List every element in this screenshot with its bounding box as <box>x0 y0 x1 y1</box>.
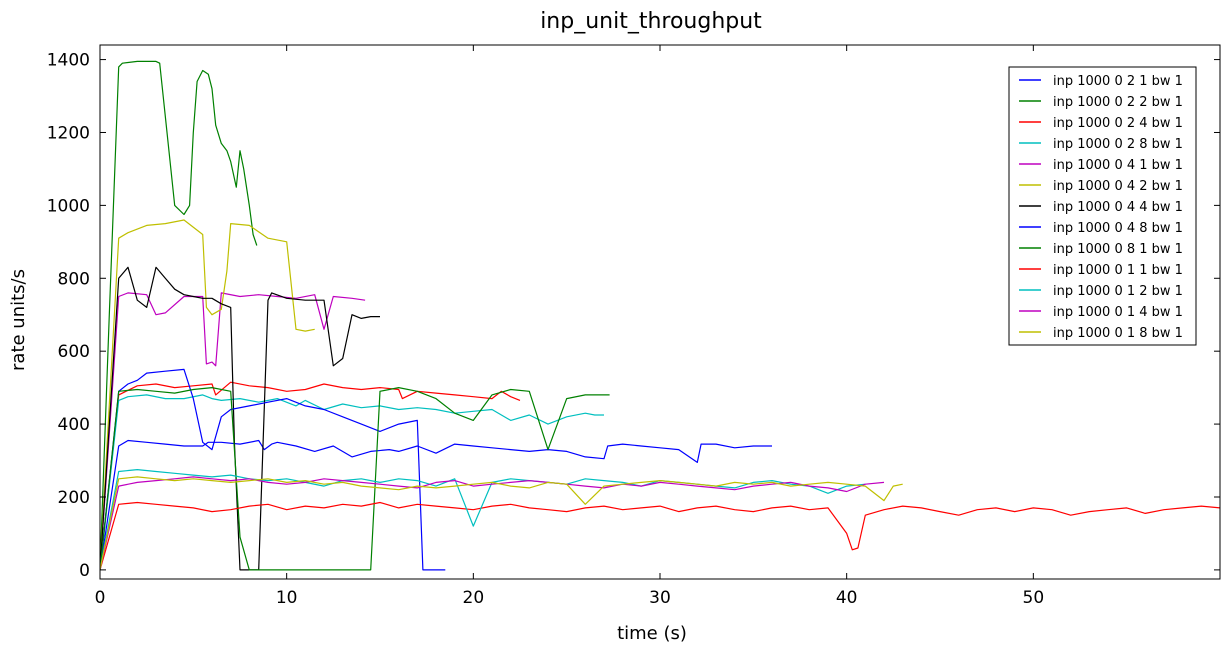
legend-item: inp 1000 0 1 2 bw 1 <box>1019 284 1183 299</box>
legend-label: inp 1000 0 1 1 bw 1 <box>1053 263 1183 278</box>
y-tick-label: 1200 <box>47 123 90 143</box>
legend-label: inp 1000 0 4 8 bw 1 <box>1053 221 1183 236</box>
legend: inp 1000 0 2 1 bw 1 inp 1000 0 2 2 bw 1 in… <box>1008 66 1197 346</box>
y-tick-label: 1000 <box>47 196 90 216</box>
legend-item: inp 1000 0 4 2 bw 1 <box>1019 179 1183 194</box>
series-line-4 <box>100 394 604 570</box>
series-line-9 <box>100 387 610 571</box>
plot-area: 0 10 20 30 40 50 0 200 400 600 800 1000 1200 1400 <box>47 44 1221 608</box>
y-axis-title: rate units/s <box>8 269 29 371</box>
x-tick-label: 50 <box>1023 588 1045 608</box>
x-tick-label: 10 <box>276 588 298 608</box>
x-tick-label: 0 <box>95 588 106 608</box>
legend-label: inp 1000 0 2 4 bw 1 <box>1053 116 1183 131</box>
y-tick-label: 600 <box>58 342 90 362</box>
legend-item: inp 1000 0 1 4 bw 1 <box>1019 305 1183 320</box>
y-tick-label: 0 <box>79 561 90 581</box>
legend-item: inp 1000 0 2 1 bw 1 <box>1019 74 1183 89</box>
series-line-8 <box>100 368 446 571</box>
legend-item: inp 1000 0 4 4 bw 1 <box>1019 200 1183 215</box>
series-line-2 <box>100 60 258 570</box>
series-line-7 <box>100 266 380 571</box>
legend-label: inp 1000 0 4 1 bw 1 <box>1053 158 1183 173</box>
series-line-11 <box>100 469 866 571</box>
series-line-13 <box>100 476 903 571</box>
series-line-3 <box>100 381 521 570</box>
legend-item: inp 1000 0 2 8 bw 1 <box>1019 137 1183 152</box>
legend-item: inp 1000 0 4 1 bw 1 <box>1019 158 1183 173</box>
series-line-10 <box>100 501 1220 571</box>
legend-item: inp 1000 0 1 1 bw 1 <box>1019 263 1183 278</box>
legend-item: inp 1000 0 2 2 bw 1 <box>1019 95 1183 110</box>
y-tick-label: 200 <box>58 488 90 508</box>
legend-item: inp 1000 0 8 1 bw 1 <box>1019 242 1183 257</box>
legend-item: inp 1000 0 4 8 bw 1 <box>1019 221 1183 236</box>
legend-item: inp 1000 0 2 4 bw 1 <box>1019 116 1183 131</box>
series-layer <box>100 60 1220 571</box>
series-line-1 <box>100 439 772 570</box>
legend-label: inp 1000 0 4 2 bw 1 <box>1053 179 1183 194</box>
x-axis: 0 10 20 30 40 50 <box>95 45 1045 608</box>
legend-label: inp 1000 0 4 4 bw 1 <box>1053 200 1183 215</box>
legend-label: inp 1000 0 1 2 bw 1 <box>1053 284 1183 299</box>
legend-label: inp 1000 0 1 4 bw 1 <box>1053 305 1183 320</box>
series-line-12 <box>100 476 885 571</box>
series-line-5 <box>100 292 366 570</box>
y-tick-label: 800 <box>58 269 90 289</box>
legend-label: inp 1000 0 2 8 bw 1 <box>1053 137 1183 152</box>
legend-label: inp 1000 0 2 1 bw 1 <box>1053 74 1183 89</box>
x-tick-label: 30 <box>649 588 671 608</box>
y-tick-label: 1400 <box>47 51 90 71</box>
x-tick-label: 20 <box>463 588 485 608</box>
legend-label: inp 1000 0 1 8 bw 1 <box>1053 326 1183 341</box>
legend-label: inp 1000 0 8 1 bw 1 <box>1053 242 1183 257</box>
y-tick-label: 400 <box>58 415 90 435</box>
x-tick-label: 40 <box>836 588 858 608</box>
x-axis-title: time (s) <box>617 623 687 644</box>
legend-item: inp 1000 0 1 8 bw 1 <box>1019 326 1183 341</box>
chart-title: inp_unit_throughput <box>540 9 762 34</box>
y-axis: 0 200 400 600 800 1000 1200 1400 <box>47 51 1220 581</box>
legend-label: inp 1000 0 2 2 bw 1 <box>1053 95 1183 110</box>
series-line-6 <box>100 219 315 570</box>
